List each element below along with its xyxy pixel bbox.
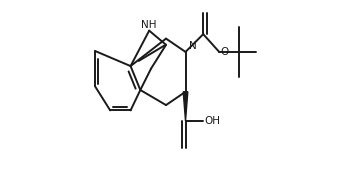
Text: N: N: [189, 41, 197, 51]
Polygon shape: [183, 92, 188, 121]
Text: OH: OH: [204, 116, 220, 126]
Text: O: O: [220, 47, 228, 57]
Text: NH: NH: [141, 20, 157, 30]
